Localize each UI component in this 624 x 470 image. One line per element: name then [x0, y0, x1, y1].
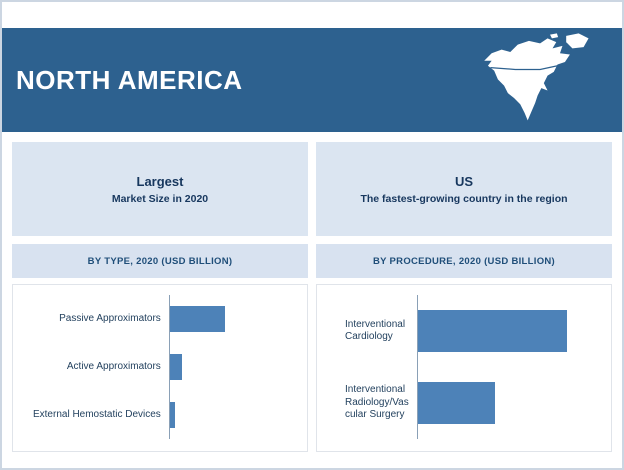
category-label: Active Approximators — [66, 360, 161, 372]
card-title: US — [454, 173, 474, 189]
chart-row-active-approximators: Active Approximators — [13, 343, 307, 391]
section-headers: BY TYPE, 2020 (USD BILLION) BY PROCEDURE… — [12, 244, 612, 278]
bar-area — [168, 391, 307, 439]
chart-row-passive-approximators: Passive Approximators — [13, 295, 307, 343]
bar-interventional-radiology-vascular-surgery — [417, 382, 496, 424]
highlight-card-us: US The fastest-growing country in the re… — [316, 142, 612, 236]
chart-by-type: Passive Approximators Active Approximator… — [12, 284, 308, 452]
card-title: Largest — [136, 173, 184, 189]
bar-area — [416, 367, 611, 439]
bar-active-approximators — [169, 354, 183, 380]
category-label: Interventional Cardiology — [345, 318, 406, 343]
highlight-cards: Largest Market Size in 2020 US The faste… — [12, 142, 612, 236]
section-header-by-type: BY TYPE, 2020 (USD BILLION) — [12, 244, 308, 278]
charts-area: Passive Approximators Active Approximator… — [12, 284, 612, 452]
bar-interventional-cardiology — [417, 310, 567, 352]
category-label: External Hemostatic Devices — [32, 408, 161, 420]
chart-row-interventional-cardiology: Interventional Cardiology — [317, 295, 611, 367]
category-label: Passive Approximators — [59, 312, 161, 324]
highlight-card-largest: Largest Market Size in 2020 — [12, 142, 308, 236]
chart-row-interventional-radiology-vascular-surgery: Interventional Radiology/Vascular Surger… — [317, 367, 611, 439]
region-title: NORTH AMERICA — [16, 64, 243, 95]
chart-by-procedure: Interventional Cardiology Interventional … — [316, 284, 612, 452]
bar-area — [416, 295, 611, 367]
region-header: NORTH AMERICA — [2, 28, 622, 132]
bar-area — [168, 343, 307, 391]
bar-external-hemostatic-devices — [169, 402, 176, 428]
chart-row-external-hemostatic-devices: External Hemostatic Devices — [13, 391, 307, 439]
bar-area — [168, 295, 307, 343]
card-subtitle: Market Size in 2020 — [111, 192, 209, 205]
north-america-map-icon — [484, 33, 589, 121]
category-label: Interventional Radiology/Vascular Surger… — [345, 384, 409, 421]
section-header-by-procedure: BY PROCEDURE, 2020 (USD BILLION) — [316, 244, 612, 278]
card-subtitle: The fastest-growing country in the regio… — [360, 192, 568, 205]
bar-passive-approximators — [169, 306, 225, 332]
